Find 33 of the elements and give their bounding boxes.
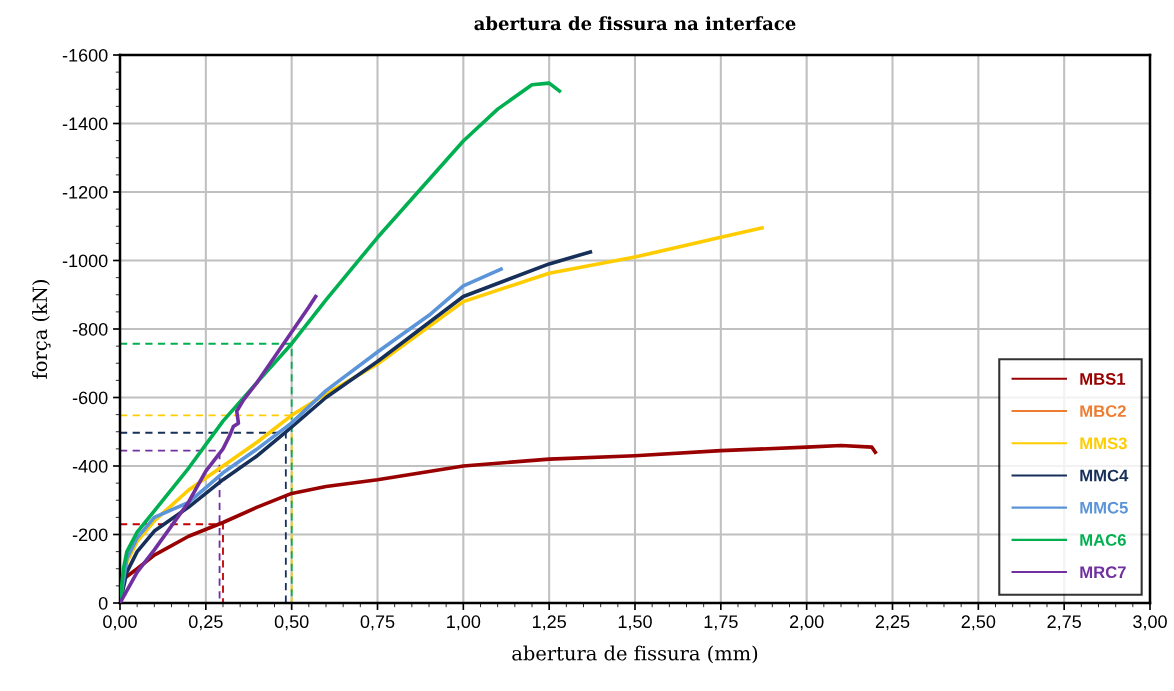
x-tick-label: 1,25: [532, 615, 566, 631]
chart-title: abertura de fissura na interface: [474, 16, 796, 31]
legend-label: MRC7: [1080, 566, 1126, 579]
legend-label: MMC4: [1080, 469, 1129, 482]
x-tick-label: 1,00: [447, 615, 481, 631]
x-tick-label: 0,00: [103, 615, 137, 631]
x-tick-label: 3,00: [1133, 615, 1167, 631]
y-tick-label: -1400: [62, 117, 108, 131]
y-axis-title: força (kN): [32, 280, 51, 379]
x-tick-label: 0,75: [360, 615, 395, 631]
y-tick-label: -1000: [62, 254, 108, 268]
line-series: [120, 294, 318, 603]
x-tick-label: 1,50: [618, 615, 652, 631]
x-tick-label: 2,50: [961, 615, 996, 631]
y-tick-label: -1200: [62, 185, 108, 199]
legend-label: MBS1: [1080, 373, 1126, 385]
y-tick-label: -600: [72, 391, 108, 405]
legend-label: MBC2: [1080, 405, 1126, 418]
x-tick-label: 0,25: [188, 615, 223, 631]
y-tick-label: -400: [72, 459, 108, 473]
x-tick-label: 2,25: [875, 615, 910, 631]
legend-label: MMS3: [1080, 437, 1127, 450]
x-tick-label: 2,00: [790, 615, 824, 631]
legend-label: MMC5: [1080, 501, 1128, 514]
y-tick-label: 0: [98, 596, 108, 610]
y-tick-label: -800: [72, 322, 108, 336]
x-tick-label: 1,75: [704, 615, 738, 631]
x-tick-label: 2,75: [1047, 615, 1081, 631]
y-tick-label: -200: [72, 528, 108, 542]
y-tick-label: -1600: [62, 48, 108, 62]
x-tick-label: 0,50: [274, 615, 309, 631]
legend-label: MAC6: [1080, 534, 1126, 546]
x-axis-title: abertura de fissura (mm): [512, 645, 758, 664]
